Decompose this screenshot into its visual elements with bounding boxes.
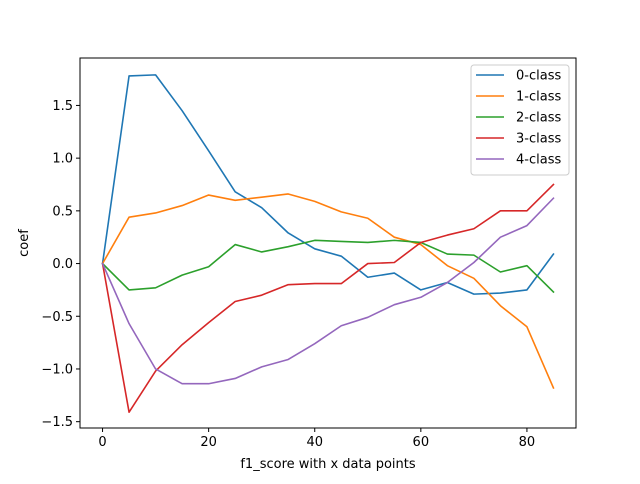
legend-label-1: 1-class (516, 90, 561, 105)
y-tick-label: 0.0 (52, 257, 73, 272)
plot-frame (79, 57, 577, 429)
legend-label-0: 0-class (516, 69, 561, 84)
y-tick-label: −1.0 (41, 362, 73, 377)
x-tick-label: 80 (519, 435, 536, 450)
legend-label-3: 3-class (516, 132, 561, 147)
x-tick-label: 0 (98, 435, 106, 450)
y-axis-label: coef (17, 229, 32, 257)
y-axis-ticks: −1.5 −1.0 −0.5 0.0 0.5 1.0 1.5 (41, 99, 80, 430)
x-tick-label: 60 (413, 435, 430, 450)
x-axis-ticks: 0 20 40 60 80 (98, 428, 535, 450)
y-tick-label: −1.5 (41, 415, 73, 430)
legend-box (470, 64, 570, 176)
y-tick-label: 1.5 (52, 99, 73, 114)
y-tick-label: 1.0 (52, 152, 73, 167)
series-line-0 (101, 74, 555, 295)
y-tick-label: 0.5 (52, 204, 73, 219)
legend-label-2: 2-class (516, 111, 561, 126)
series-line-4 (101, 197, 555, 385)
x-tick-label: 40 (306, 435, 323, 450)
x-tick-label: 20 (200, 435, 217, 450)
legend: 0-class 1-class 2-class 3-class 4-class (470, 64, 570, 176)
series-line-1 (101, 193, 555, 389)
x-axis-label: f1_score with x data points (240, 457, 416, 472)
legend-label-4: 4-class (516, 153, 561, 168)
y-tick-label: −0.5 (41, 310, 73, 325)
series-line-3 (101, 183, 555, 413)
series-layer (101, 74, 555, 413)
